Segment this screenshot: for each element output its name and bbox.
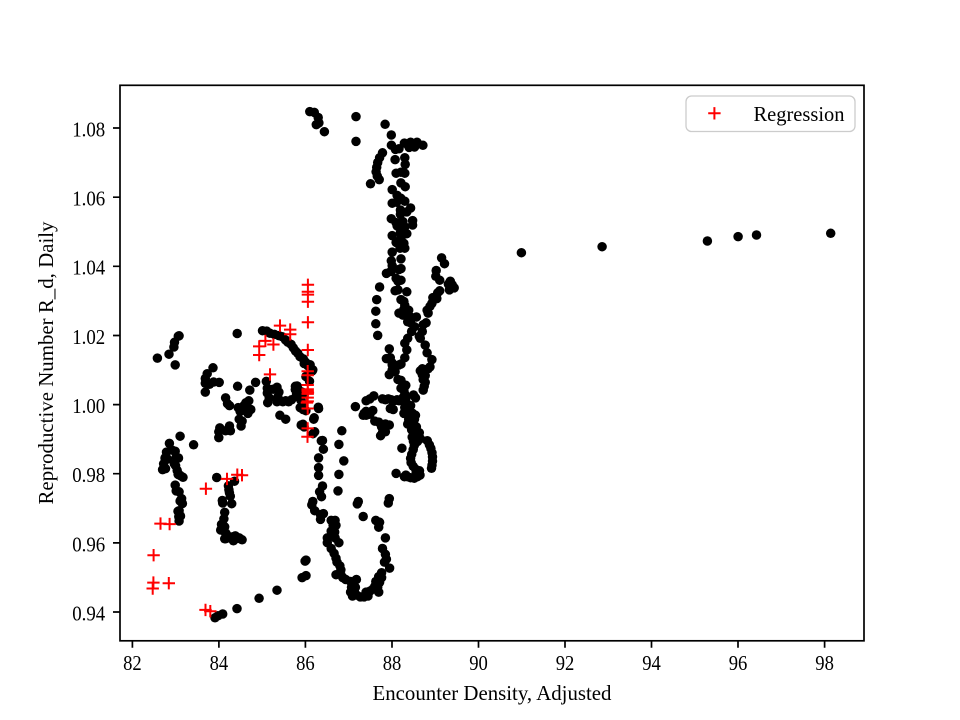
svg-text:0.96: 0.96 [72,532,105,556]
svg-text:Encounter Density, Adjusted: Encounter Density, Adjusted [373,681,612,705]
svg-text:92: 92 [556,651,575,675]
svg-text:96: 96 [729,651,748,675]
svg-text:0.94: 0.94 [72,601,105,625]
svg-text:1.08: 1.08 [72,117,105,141]
svg-text:1.02: 1.02 [72,325,105,349]
svg-text:86: 86 [296,651,315,675]
svg-text:98: 98 [815,651,834,675]
svg-text:94: 94 [642,651,661,675]
svg-text:90: 90 [469,651,488,675]
svg-text:1.00: 1.00 [72,394,105,418]
svg-text:1.04: 1.04 [72,256,105,280]
svg-text:1.06: 1.06 [72,187,105,211]
svg-text:84: 84 [210,651,229,675]
svg-text:82: 82 [123,651,142,675]
svg-text:Reproductive Number R_d, Daily: Reproductive Number R_d, Daily [34,221,58,504]
svg-text:Regression: Regression [754,102,845,126]
svg-text:0.98: 0.98 [72,463,105,487]
svg-text:88: 88 [383,651,402,675]
